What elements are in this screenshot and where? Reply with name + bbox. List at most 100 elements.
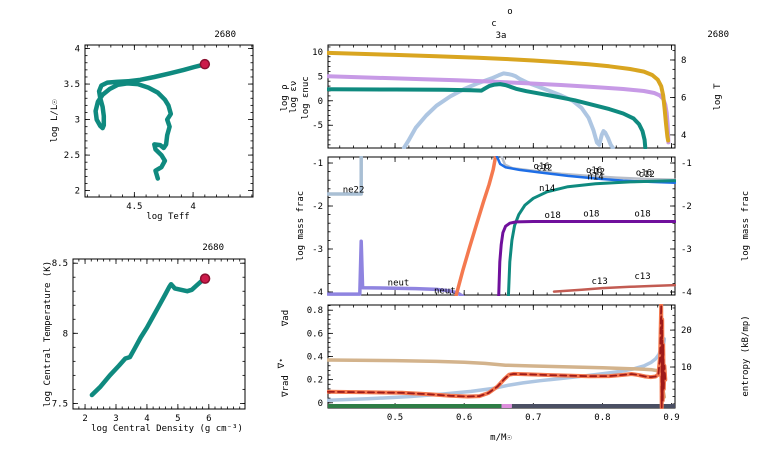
log-rho-axis-label: log ρ	[280, 84, 290, 111]
grad-rad-axis-label: ∇rad	[281, 375, 291, 398]
curve-label-n14: n14	[587, 172, 603, 182]
burn-label-c: c	[491, 19, 496, 29]
evolution-track	[93, 61, 208, 181]
tick-label: 0	[318, 399, 323, 409]
central-t-rho-chart: 2 3 4 5 6 8.5 8 7.5	[52, 258, 246, 424]
curve-label-c12: c12	[639, 170, 655, 180]
plot-frame	[327, 44, 676, 149]
plot-frame	[84, 44, 254, 198]
profile-title: 2680	[707, 30, 729, 40]
tick-label: -1	[312, 159, 323, 169]
entropy-axis-label: entropy (kB/mp)	[741, 315, 751, 396]
tick-label: 8	[63, 329, 68, 339]
curve-label-neut: neut	[388, 279, 410, 289]
tick-label: 0.7	[525, 413, 541, 423]
hr-y-axis-label: log L/L☉	[50, 99, 60, 143]
t-rho-title: 2680	[202, 243, 224, 253]
tick-label: 6	[206, 414, 211, 424]
tick-label: 2	[75, 187, 80, 197]
curve-label-c12: c12	[589, 168, 605, 178]
t-rho-x-axis-label: log Central Density (g cm⁻³)	[91, 424, 243, 434]
tick-label: 3	[113, 414, 118, 424]
ne22	[327, 156, 363, 196]
tick-label: 8	[681, 56, 686, 66]
tick-label: 6	[681, 93, 686, 103]
grad-star-axis-label: ∇⋆	[277, 358, 287, 370]
log-t-axis-label: log T	[713, 83, 723, 111]
tick-label: 0.5	[387, 413, 403, 423]
curve-label-o16: o16	[533, 162, 549, 172]
curve-label-c12: c12	[536, 164, 552, 174]
curve-label-o18: o18	[634, 210, 650, 220]
c13	[552, 283, 676, 293]
profile-structure-chart: 10 5 0 -5 8 6 4	[312, 44, 686, 149]
tick-label: 0	[318, 97, 323, 107]
mass-frac-left-axis-label: log mass frac	[296, 191, 306, 261]
tick-label: 4	[681, 131, 686, 141]
curve-label-c13: c13	[634, 272, 650, 282]
tick-label: 0.9	[663, 413, 679, 423]
tick-label: 5	[318, 72, 323, 82]
tick-label: -4	[681, 288, 692, 298]
tick-label: 4	[75, 45, 80, 55]
curve-label-o16: o16	[636, 168, 652, 178]
tick-label: 0.2	[307, 376, 323, 386]
tick-label: 0.4	[307, 353, 323, 363]
tick-label: 2	[82, 414, 87, 424]
t-rho-y-axis-label: log Central Temperature (K)	[43, 261, 53, 407]
curve-label-o18: o18	[583, 210, 599, 220]
tick-label: 0.8	[307, 306, 323, 316]
tick-label: -3	[312, 245, 323, 255]
tick-label: 0.6	[456, 413, 472, 423]
mass-frac-right-axis-label: log mass frac	[741, 191, 751, 261]
curve-label-c13: c13	[592, 277, 608, 287]
hr-x-axis-label: log Teff	[146, 212, 189, 222]
tick-label: 8.5	[52, 259, 68, 269]
tick-label: 0.8	[594, 413, 610, 423]
tick-label: 4.5	[126, 202, 142, 212]
n14	[506, 179, 676, 296]
tick-label: 4	[144, 414, 149, 424]
curve-label-n14: n14	[539, 184, 555, 194]
curve-label-ne22: ne22	[343, 186, 365, 196]
tick-label: -4	[312, 288, 323, 298]
curve-label-neut: neut	[434, 287, 456, 297]
tick-label: 4	[190, 202, 195, 212]
tick-label: 0.6	[307, 329, 323, 339]
tick-label: 5	[175, 414, 180, 424]
hr-diagram-chart: 4.5 4 4 3.5 3 2.5 2	[64, 44, 254, 212]
current-model-marker	[199, 273, 211, 284]
current-model-marker	[199, 58, 211, 70]
tick-label: 2.5	[64, 151, 80, 161]
log-eps-nu	[327, 82, 648, 149]
profile-gradients-chart: 0.5 0.6 0.7 0.8 0.9 0.8 0.6 0.4 0.2 0 20 10	[307, 304, 692, 423]
hr-title: 2680	[214, 30, 236, 40]
tick-label: 10	[312, 48, 323, 58]
grad-star	[327, 304, 667, 409]
mass-x-axis-label: m/M☉	[490, 433, 512, 443]
tick-label: -5	[312, 121, 323, 131]
grad-ad-axis-label: ∇ad	[281, 310, 291, 327]
tick-label: -2	[681, 202, 692, 212]
tick-label: 7.5	[52, 399, 68, 409]
log-eps-nu-axis-label: log εν	[289, 81, 299, 114]
central-conditions-track	[89, 276, 208, 398]
o18	[497, 220, 676, 296]
tick-label: -2	[312, 202, 323, 212]
log-eps-nuc-axis-label: log εnuc	[301, 76, 311, 119]
burn-label-3a: 3a	[496, 31, 507, 41]
tick-label: 10	[681, 363, 692, 373]
tick-label: 3.5	[64, 80, 80, 90]
tick-label: -1	[681, 159, 692, 169]
tick-label: -3	[681, 245, 692, 255]
neut	[327, 239, 465, 296]
burn-label-o: o	[507, 7, 512, 17]
he4	[454, 156, 498, 296]
tick-label: 3	[75, 116, 80, 126]
log-t	[327, 50, 671, 143]
curve-label-o18: o18	[545, 211, 561, 221]
tick-label: 20	[681, 326, 692, 336]
